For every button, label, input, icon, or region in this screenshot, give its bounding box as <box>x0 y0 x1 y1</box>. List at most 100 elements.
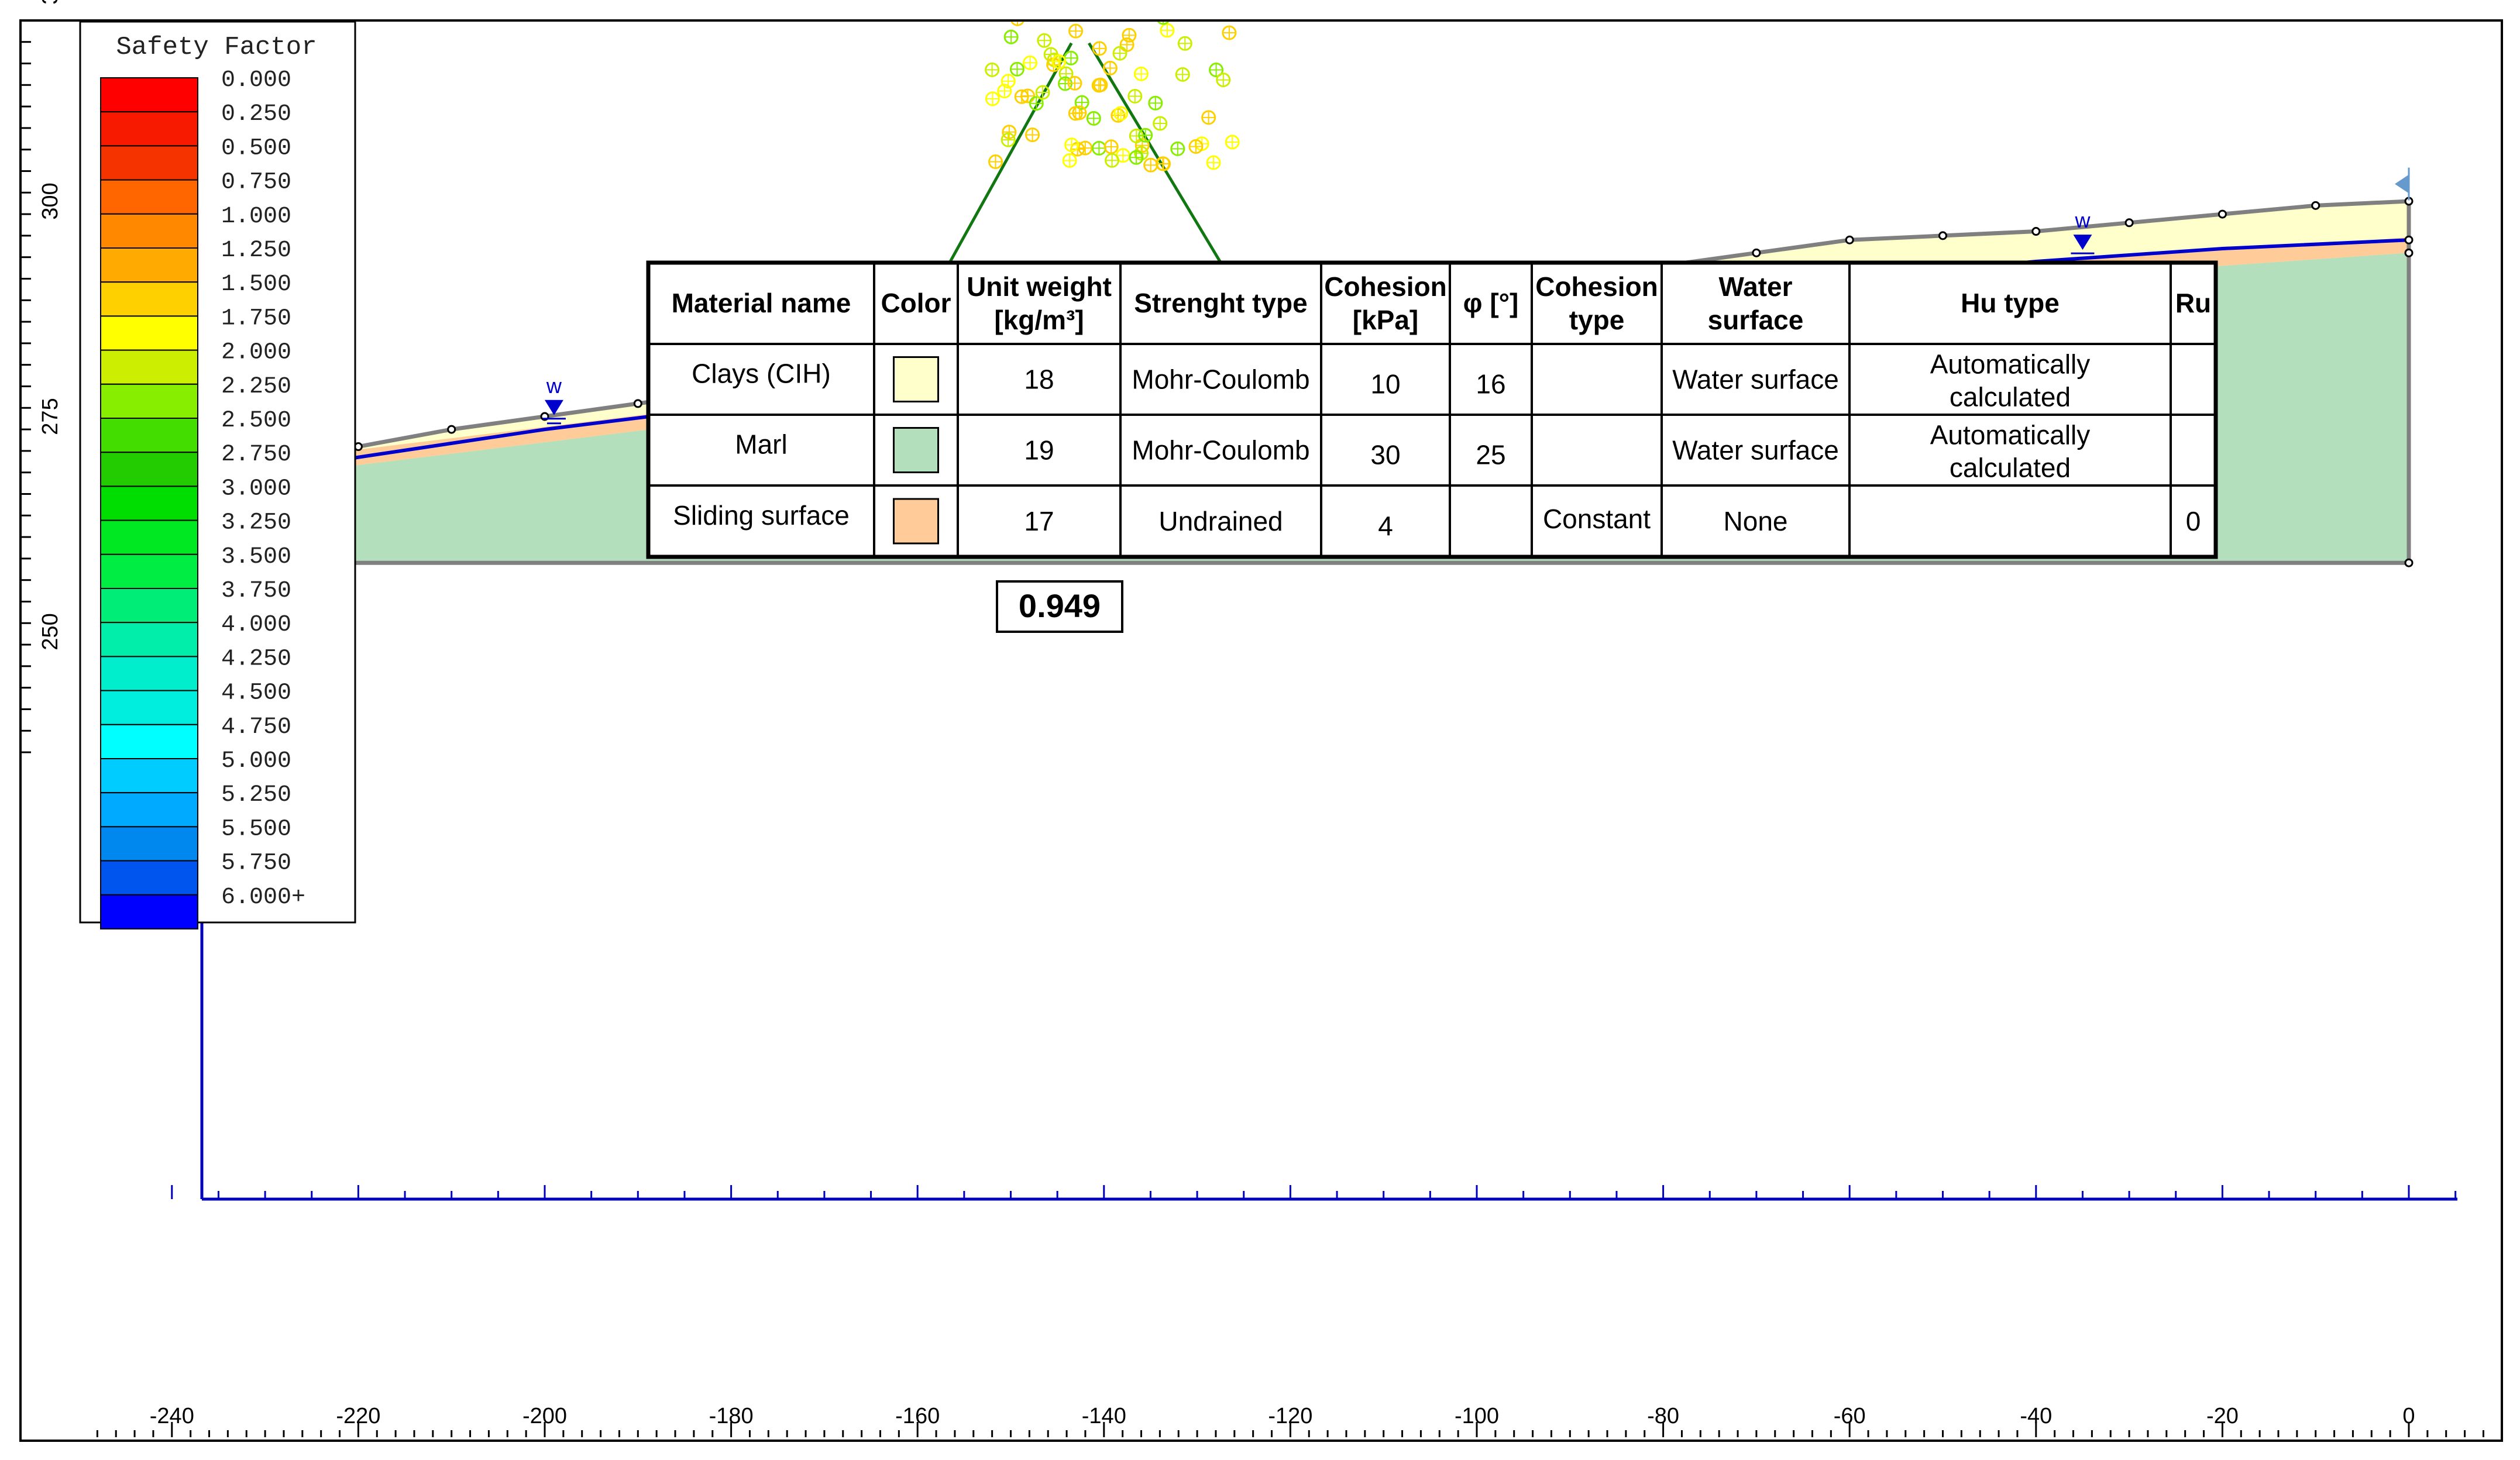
legend-swatch <box>100 281 198 317</box>
legend-swatch <box>100 111 198 147</box>
table-cell-strength-type: Mohr-Coulomb <box>1132 364 1309 395</box>
legend-swatch <box>100 452 198 487</box>
table-cell-cohesion: 30 <box>1370 440 1400 470</box>
trial-centers <box>985 0 1240 173</box>
y-tick-label: 275 <box>38 398 63 435</box>
trial-center-icon <box>1188 0 1201 12</box>
safety-factor-legend: Safety Factor 0.000 0.250 0.500 0.750 1.000 1.… <box>79 20 356 930</box>
table-cell-hu-type: Automatically <box>1930 349 2091 380</box>
legend-label: 2.250 <box>221 374 291 400</box>
x-tick-label: -20 <box>2206 1404 2239 1428</box>
legend-swatch <box>100 519 198 555</box>
boundary-vertex <box>2404 248 2414 257</box>
table-cell-unit-weight: 18 <box>1024 364 1054 395</box>
table-cell-hu-type: Automatically <box>1930 420 2091 450</box>
legend-swatch <box>100 894 198 930</box>
legend-label: 3.000 <box>221 476 291 502</box>
legend-swatch <box>100 758 198 794</box>
ground-vertex <box>633 399 642 408</box>
table-cell-phi: 16 <box>1476 369 1505 400</box>
legend-swatch <box>100 792 198 828</box>
ground-vertex <box>1845 235 1854 245</box>
x-tick-label: -240 <box>150 1404 194 1428</box>
legend-label: 4.500 <box>221 680 291 707</box>
table-cell-strength-type: Mohr-Coulomb <box>1132 435 1309 466</box>
table-cell-cohesion: 4 <box>1378 511 1393 541</box>
legend-swatch <box>100 418 198 453</box>
ground-vertex <box>2031 227 2041 236</box>
legend-label: 6.000+ <box>221 884 305 911</box>
legend-swatch <box>100 860 198 896</box>
table-cell-unit-weight: 17 <box>1024 506 1054 536</box>
legend-label: 2.500 <box>221 408 291 434</box>
legend-label: 3.750 <box>221 578 291 604</box>
x-tick-label: -220 <box>336 1404 380 1428</box>
legend-swatch <box>100 656 198 691</box>
legend-label: 1.000 <box>221 204 291 230</box>
table-cell-hu-type: calculated <box>1950 382 2071 412</box>
x-tick-label: -140 <box>1082 1404 1126 1428</box>
legend-swatch <box>100 622 198 657</box>
legend-swatch <box>100 553 198 589</box>
ground-vertex <box>2124 218 2134 228</box>
x-tick-label: 0 <box>2402 1404 2415 1428</box>
critical-fs-label: 0.949 <box>1019 587 1101 624</box>
table-cell-cohesion-type: Constant <box>1543 504 1651 534</box>
legend-label: 5.750 <box>221 850 291 877</box>
boundary-vertex <box>2404 558 2414 567</box>
x-tick-label: -160 <box>895 1404 940 1428</box>
legend-swatch <box>100 179 198 215</box>
legend-swatch <box>100 213 198 249</box>
legend-label: 3.500 <box>221 544 291 570</box>
axes: -240 -220 -200 -180 -160 -140 -120 -100 -80 -60 -4… <box>22 0 2484 1437</box>
table-header-color: Color <box>881 288 951 318</box>
legend-label: 2.000 <box>221 340 291 366</box>
material-table: Material name Color Strenght type φ [°] Hu t… <box>646 260 2218 559</box>
table-header-material_name: Material name <box>672 288 851 318</box>
x-tick-label: -180 <box>709 1404 754 1428</box>
y-tick-label: 250 <box>38 613 63 650</box>
table-cell-strength-type: Undrained <box>1158 506 1283 536</box>
legend-label: 1.250 <box>221 237 291 264</box>
legend-swatch <box>100 247 198 283</box>
table-cell-color-swatch <box>893 427 939 473</box>
y-tick-label: 325 <box>38 0 63 5</box>
table-header-phi: φ [°] <box>1463 288 1519 318</box>
legend-swatch <box>100 485 198 521</box>
legend-title: Safety Factor <box>116 33 317 62</box>
legend-label: 5.500 <box>221 816 291 842</box>
legend-swatch <box>100 826 198 862</box>
boundary-vertex <box>2404 235 2414 245</box>
table-cell-name: Sliding surface <box>673 500 850 531</box>
water-marker-label: w <box>2074 208 2091 232</box>
legend-label: 2.750 <box>221 442 291 468</box>
legend-label: 5.000 <box>221 748 291 774</box>
legend-swatch <box>100 315 198 351</box>
legend-swatch <box>100 690 198 725</box>
legend-swatch <box>100 588 198 624</box>
table-cell-unit-weight: 19 <box>1024 435 1054 466</box>
water-marker-label: w <box>546 374 562 398</box>
ground-vertex <box>1752 248 1761 257</box>
table-cell-cohesion: 10 <box>1370 369 1400 400</box>
table-header-unit_weight: Unit weight <box>967 271 1112 302</box>
table-header-water_surface: Water <box>1718 271 1792 302</box>
table-header-cohesion: Cohesion <box>1324 271 1447 302</box>
table-header-ru: Ru <box>2175 288 2211 318</box>
x-tick-label: -100 <box>1455 1404 1499 1428</box>
x-tick-label: -60 <box>1834 1404 1866 1428</box>
legend-label: 0.000 <box>221 67 291 94</box>
table-header-water_surface: surface <box>1708 305 1804 335</box>
trial-center-icon <box>1047 0 1060 5</box>
table-cell-ru: 0 <box>2186 506 2201 536</box>
water-level-icon <box>544 400 563 415</box>
legend-label: 0.750 <box>221 170 291 196</box>
legend-label: 3.250 <box>221 510 291 536</box>
trial-center-icon <box>1078 0 1091 3</box>
boundary-marker-icon <box>2395 174 2409 194</box>
legend-label: 4.250 <box>221 646 291 672</box>
table-cell-hu-type: calculated <box>1950 453 2071 483</box>
table-header-strength_type: Strenght type <box>1134 288 1307 318</box>
trial-center-icon <box>1191 0 1204 12</box>
